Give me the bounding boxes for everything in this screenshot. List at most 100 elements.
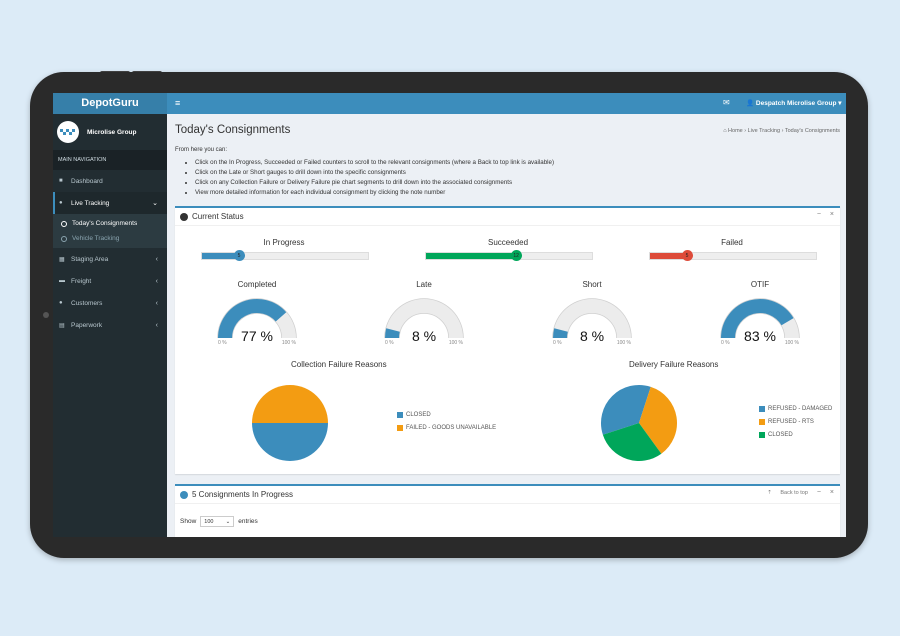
gauge-arc	[720, 298, 800, 339]
gauge-arc	[384, 298, 464, 339]
main-content: Today's Consignments ⌂ Home › Live Track…	[167, 114, 846, 537]
counter-track: 5	[201, 250, 369, 261]
counter-label: Succeeded	[487, 238, 529, 247]
breadcrumb-current: Today's Consignments	[784, 128, 840, 134]
counter-succeeded[interactable]: Succeeded 12	[425, 238, 593, 262]
counter-label: In Progress	[263, 238, 305, 247]
entries-select[interactable]: 100 ⌄	[200, 516, 235, 527]
close-icon[interactable]: ×	[829, 489, 834, 496]
sidebar-subitem-vehicle-tracking[interactable]: Vehicle Tracking	[53, 231, 167, 246]
counter-knob[interactable]: 5	[681, 250, 693, 261]
gauge-label: OTIF	[750, 280, 770, 289]
sidebar-item-live-tracking[interactable]: ● Live Tracking ⌄	[53, 192, 167, 214]
sidebar-item-label: Paperwork	[71, 321, 103, 329]
in-progress-header: 5 Consignments In Progress ⇡ Back to top…	[175, 486, 840, 504]
sidebar-subitem-todays-consignments[interactable]: Today's Consignments	[53, 216, 167, 231]
gauge-label: Late	[416, 280, 432, 289]
pie-slice-closed[interactable]	[602, 423, 662, 461]
sidebar-item-label: Dashboard	[71, 177, 103, 185]
instruction-item: View more detailed information for each …	[195, 188, 554, 198]
caret-down-icon: ▾	[838, 100, 842, 107]
current-status-header: Current Status − ×	[175, 208, 840, 226]
pie-slice-refused-rts[interactable]	[639, 386, 677, 454]
counter-track: 5	[649, 250, 817, 261]
sidebar: DepotGuru Microlise Group MAIN NAVIGATIO…	[53, 93, 167, 537]
legend-swatch	[759, 431, 765, 438]
close-icon[interactable]: ×	[829, 211, 834, 218]
pie-slice-refused-damaged[interactable]	[601, 385, 651, 435]
gauge-completed[interactable]: Completed 77 % 0 % 100 %	[212, 280, 302, 352]
pie-slice-closed[interactable]	[252, 423, 328, 461]
counter-failed[interactable]: Failed 5	[649, 238, 817, 262]
gauge-min: 0 %	[385, 340, 394, 346]
sidebar-item-label: Freight	[71, 277, 92, 285]
sidebar-item-dashboard[interactable]: ■ Dashboard	[53, 170, 167, 192]
gauge-late[interactable]: Late 8 % 0 % 100 %	[379, 280, 469, 352]
page-title: Today's Consignments	[175, 124, 291, 136]
legend-item[interactable]: CLOSED	[397, 408, 496, 421]
delivery-failure-pie	[601, 385, 677, 461]
nav-header: MAIN NAVIGATION	[53, 150, 167, 170]
legend-item[interactable]: REFUSED - DAMAGED	[759, 402, 832, 415]
back-to-top-label: Back to top	[780, 490, 808, 496]
chevron-down-icon: ⌄	[152, 200, 158, 207]
counter-fill	[650, 253, 687, 259]
back-to-top-link[interactable]: ⇡ Back to top	[767, 490, 808, 496]
box-tools: − ×	[810, 211, 834, 218]
counter-in-progress[interactable]: In Progress 5	[201, 238, 369, 262]
counter-fill	[202, 253, 239, 259]
circle-icon	[61, 235, 67, 242]
arrow-circle-right-icon	[180, 490, 188, 499]
legend-label: CLOSED	[768, 431, 793, 438]
mail-icon[interactable]: ✉	[723, 98, 730, 107]
dashboard-icon: ■	[59, 178, 63, 184]
collapse-icon[interactable]: −	[816, 489, 821, 496]
chevron-left-icon: ‹	[155, 299, 158, 307]
app-screen: DepotGuru Microlise Group MAIN NAVIGATIO…	[53, 93, 846, 537]
app-logo[interactable]: DepotGuru	[53, 93, 167, 114]
sidebar-item-label: Staging Area	[71, 255, 109, 263]
hamburger-menu-icon[interactable]: ≡	[175, 98, 181, 108]
file-icon: ▤	[59, 322, 65, 329]
instructions-list: Click on the In Progress, Succeeded or F…	[195, 158, 554, 198]
gauge-fill	[553, 328, 568, 339]
microlise-logo-icon	[60, 129, 75, 135]
top-navbar: ≡ ✉ 👤 Despatch Microlise Group ▾	[167, 93, 846, 114]
counter-track: 12	[425, 250, 593, 261]
gauge-value: 83 %	[744, 328, 776, 344]
sidebar-item-freight[interactable]: ▬ Freight ‹	[53, 270, 167, 292]
subitem-label: Today's Consignments	[72, 220, 138, 227]
user-menu[interactable]: 👤 Despatch Microlise Group ▾	[746, 99, 842, 107]
gauge-min: 0 %	[721, 340, 730, 346]
breadcrumb-home[interactable]: Home	[728, 128, 743, 134]
camera-dot	[43, 312, 49, 318]
legend-item[interactable]: CLOSED	[759, 428, 832, 441]
legend-label: FAILED - GOODS UNAVAILABLE	[406, 424, 497, 431]
breadcrumb-separator: ›	[744, 128, 748, 134]
sidebar-item-customers[interactable]: ● Customers ‹	[53, 292, 167, 314]
box-tools: ⇡ Back to top − ×	[760, 489, 834, 496]
legend-item[interactable]: REFUSED - RTS	[759, 415, 832, 428]
gauge-otif[interactable]: OTIF 83 % 0 % 100 %	[715, 280, 805, 352]
gauge-fill	[385, 328, 400, 339]
collection-failure-pie	[252, 385, 328, 461]
gauge-short[interactable]: Short 8 % 0 % 100 %	[547, 280, 637, 352]
gauge-min: 0 %	[553, 340, 562, 346]
breadcrumb-live-tracking[interactable]: Live Tracking	[747, 128, 781, 134]
gauge-max: 100 %	[448, 340, 463, 346]
users-icon: ●	[59, 300, 63, 306]
sidebar-item-staging-area[interactable]: ▦ Staging Area ‹	[53, 248, 167, 270]
sidebar-item-label: Live Tracking	[71, 199, 110, 207]
sidebar-item-paperwork[interactable]: ▤ Paperwork ‹	[53, 314, 167, 336]
counter-knob[interactable]: 5	[233, 250, 245, 261]
chevron-left-icon: ‹	[155, 321, 158, 329]
counter-knob[interactable]: 12	[510, 250, 522, 261]
user-panel: Microlise Group	[53, 114, 167, 150]
pie-slice-failed-goods-unavailable[interactable]	[252, 385, 328, 423]
collapse-icon[interactable]: −	[816, 211, 821, 218]
circle-icon	[61, 220, 67, 227]
entries-select-value: 100	[204, 518, 214, 525]
home-icon: ⌂	[723, 128, 727, 134]
gauge-value: 77 %	[241, 328, 273, 344]
legend-item[interactable]: FAILED - GOODS UNAVAILABLE	[397, 421, 496, 434]
